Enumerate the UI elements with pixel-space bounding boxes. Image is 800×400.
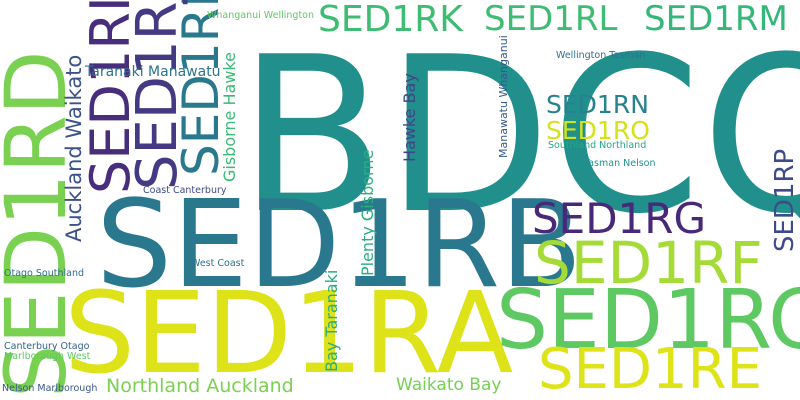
word-taranaki-manawatu: Taranaki Manawatu — [85, 64, 221, 80]
word-sed1ra: SED1RA — [64, 269, 514, 399]
word-tasman-nelson: Tasman Nelson — [584, 158, 656, 169]
word-sed1rg: SED1RG — [532, 194, 706, 243]
word-wellington-tasman: Wellington Tasman — [556, 50, 646, 61]
word-otago-southland: Otago Southland — [4, 268, 85, 279]
word-manawatu-whanganui: Manawatu Whanganui — [497, 35, 510, 158]
word-sed1rm: SED1RM — [644, 0, 788, 39]
word-sed1rl: SED1RL — [484, 0, 618, 39]
word-whanganui-wellington: Whanganui Wellington — [207, 10, 315, 21]
word-sed1rf: SED1RF — [534, 229, 763, 297]
word-hawke-bay: Hawke Bay — [400, 73, 419, 162]
word-sed1rb: SED1RB — [96, 176, 583, 315]
word-bdcq: BDCQ — [238, 10, 800, 261]
word-northland-auckland: Northland Auckland — [106, 375, 294, 397]
word-west-coast: West Coast — [191, 258, 245, 269]
word-sed1rp: SED1RP — [770, 148, 800, 252]
word-waikato-bay: Waikato Bay — [396, 375, 502, 395]
word-nelson-marlborough: Nelson Marlborough — [2, 383, 98, 394]
word-sed1rk: SED1RK — [318, 0, 463, 40]
word-sed1rj: SED1RJ — [125, 0, 190, 190]
word-southland-northland: Southland Northland — [548, 140, 647, 151]
word-gisborne-hawke: Gisborne Hawke — [220, 52, 239, 182]
word-marlborough-west: Marlborough West — [4, 351, 91, 362]
word-sed1re: SED1RE — [538, 337, 762, 400]
word-sed1rn: SED1RN — [546, 90, 649, 119]
word-canterbury-otago: Canterbury Otago — [4, 341, 90, 352]
word-sed1ro: SED1RO — [546, 116, 650, 145]
word-coast-canterbury: Coast Canterbury — [143, 185, 227, 196]
word-bay-taranaki: Bay Taranaki — [322, 269, 341, 372]
word-sed1rc: SED1RC — [496, 273, 800, 368]
word-auckland-waikato: Auckland Waikato — [62, 54, 86, 242]
word-plenty-gisborne: Plenty Gisborne — [358, 149, 377, 276]
